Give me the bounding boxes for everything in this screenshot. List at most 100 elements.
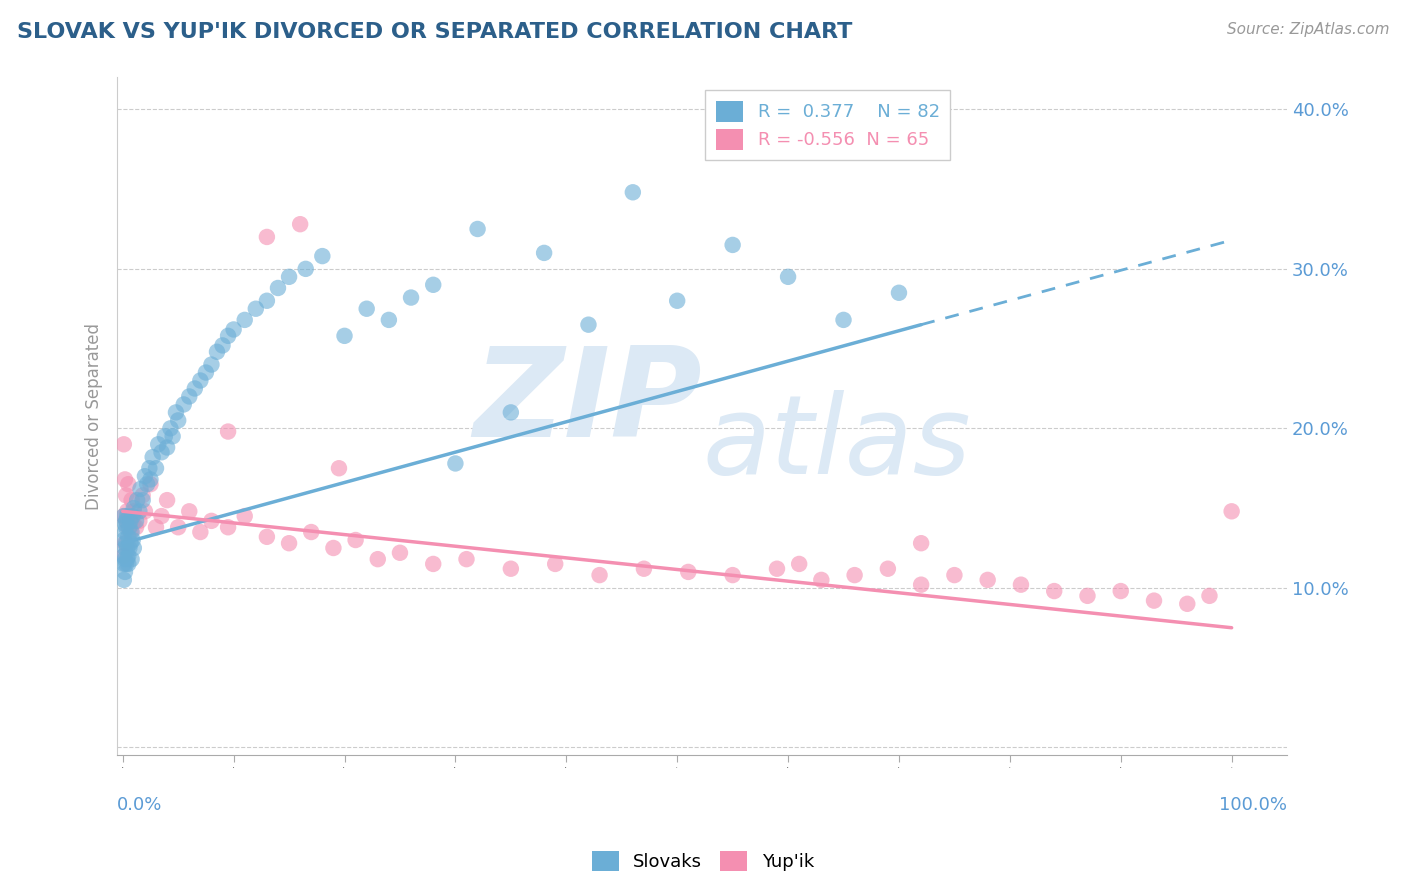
Point <box>112 437 135 451</box>
Point <box>378 313 401 327</box>
Point <box>810 573 832 587</box>
Point <box>134 469 156 483</box>
Point <box>117 477 139 491</box>
Point <box>399 291 422 305</box>
Point <box>299 524 322 539</box>
Point <box>134 504 156 518</box>
Point <box>588 568 610 582</box>
Point <box>256 230 278 244</box>
Point <box>344 533 367 547</box>
Point <box>1043 584 1066 599</box>
Legend: Slovaks, Yup'ik: Slovaks, Yup'ik <box>585 844 821 879</box>
Text: ZIP: ZIP <box>474 343 702 463</box>
Point <box>115 514 138 528</box>
Point <box>766 562 789 576</box>
Point <box>422 277 444 292</box>
Point <box>205 344 228 359</box>
Point <box>117 520 139 534</box>
Point <box>122 501 145 516</box>
Point <box>267 281 290 295</box>
Point <box>294 261 316 276</box>
Point <box>633 562 655 576</box>
Point <box>200 358 222 372</box>
Point <box>118 520 141 534</box>
Point <box>910 536 932 550</box>
Point <box>211 338 233 352</box>
Point <box>112 557 135 571</box>
Point <box>125 520 148 534</box>
Point <box>114 565 136 579</box>
Point <box>131 493 153 508</box>
Text: 0.0%: 0.0% <box>117 796 163 814</box>
Point <box>150 445 173 459</box>
Point <box>136 477 159 491</box>
Point <box>114 552 136 566</box>
Point <box>1109 584 1132 599</box>
Point <box>122 541 145 555</box>
Point <box>311 249 333 263</box>
Point <box>179 389 201 403</box>
Point <box>145 520 167 534</box>
Point <box>621 186 644 200</box>
Point <box>115 509 138 524</box>
Point <box>499 562 522 576</box>
Point <box>115 536 138 550</box>
Point <box>115 520 138 534</box>
Point <box>322 541 344 555</box>
Point <box>179 504 201 518</box>
Point <box>217 520 239 534</box>
Point <box>184 382 207 396</box>
Point <box>1010 577 1032 591</box>
Point <box>1175 597 1198 611</box>
Point <box>114 472 136 486</box>
Point <box>120 536 142 550</box>
Point <box>153 429 176 443</box>
Point <box>156 493 179 508</box>
Point <box>128 514 150 528</box>
Point <box>129 482 152 496</box>
Point <box>328 461 350 475</box>
Point <box>499 405 522 419</box>
Point <box>139 472 162 486</box>
Point <box>173 397 195 411</box>
Y-axis label: Divorced or Separated: Divorced or Separated <box>86 323 103 510</box>
Point <box>233 313 256 327</box>
Point <box>117 557 139 571</box>
Point <box>112 509 135 524</box>
Point <box>120 514 142 528</box>
Point <box>117 549 139 563</box>
Point <box>145 461 167 475</box>
Point <box>115 504 138 518</box>
Point <box>112 533 135 547</box>
Point <box>139 477 162 491</box>
Point <box>159 421 181 435</box>
Text: SLOVAK VS YUP'IK DIVORCED OR SEPARATED CORRELATION CHART: SLOVAK VS YUP'IK DIVORCED OR SEPARATED C… <box>17 22 852 42</box>
Point <box>120 524 142 539</box>
Point <box>127 493 149 508</box>
Point <box>131 488 153 502</box>
Point <box>114 536 136 550</box>
Point <box>121 493 143 508</box>
Point <box>288 217 311 231</box>
Point <box>388 546 411 560</box>
Point <box>112 549 135 563</box>
Point <box>194 366 217 380</box>
Point <box>118 541 141 555</box>
Point <box>167 520 190 534</box>
Point <box>117 530 139 544</box>
Point <box>121 552 143 566</box>
Point <box>148 437 170 451</box>
Point <box>112 573 135 587</box>
Point <box>165 405 187 419</box>
Point <box>115 514 138 528</box>
Point <box>1143 593 1166 607</box>
Point <box>115 541 138 555</box>
Point <box>121 524 143 539</box>
Point <box>115 552 138 566</box>
Point <box>456 552 478 566</box>
Point <box>190 524 212 539</box>
Point <box>578 318 600 332</box>
Point <box>114 517 136 532</box>
Point <box>356 301 378 316</box>
Point <box>844 568 866 582</box>
